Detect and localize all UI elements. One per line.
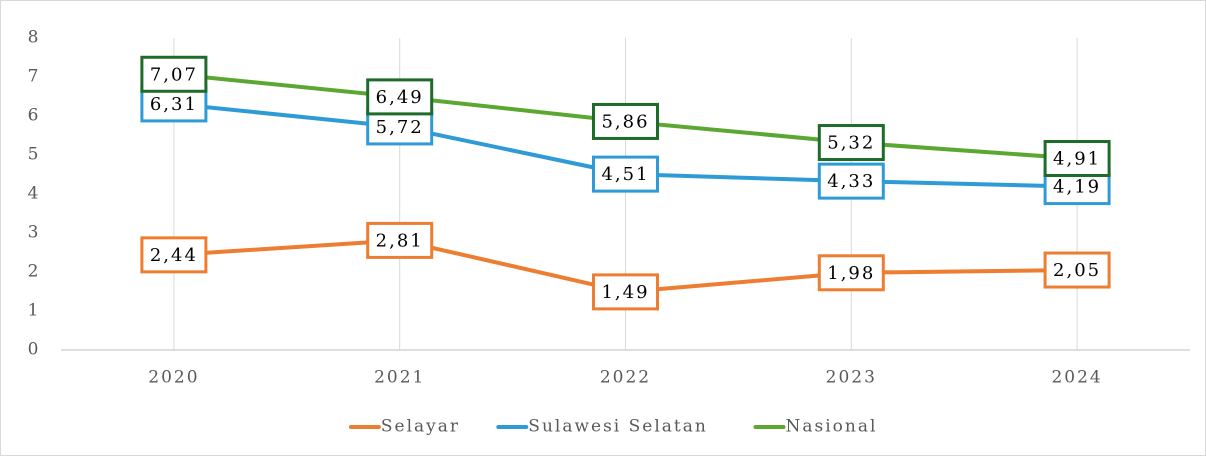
y-tick-label: 1: [28, 301, 41, 321]
data-label-text: 1,98: [827, 263, 875, 284]
y-tick-label: 3: [28, 223, 41, 243]
x-tick-label: 2022: [600, 368, 651, 388]
data-label-text: 4,91: [1053, 149, 1101, 170]
data-label: 4,51: [592, 155, 659, 193]
data-label-box: [140, 55, 208, 93]
y-tick-label: 5: [28, 145, 41, 165]
legend-label: Nasional: [786, 417, 878, 437]
data-label-box: [1043, 251, 1111, 289]
x-tick-label: 2020: [148, 368, 199, 388]
data-label-box: [817, 162, 885, 200]
data-label-text: 7,07: [150, 64, 198, 85]
data-label: 1,49: [592, 273, 659, 311]
data-label-text: 5,86: [601, 111, 649, 132]
data-label-box: [592, 102, 659, 140]
data-label: 2,44: [140, 236, 208, 274]
data-label-box: [366, 221, 434, 259]
data-label: 1,98: [817, 254, 885, 292]
data-label: 2,81: [366, 221, 434, 259]
y-tick-label: 6: [28, 106, 41, 126]
data-label: 5,86: [592, 102, 659, 140]
data-label-box: [366, 78, 434, 116]
data-label-box: [592, 155, 659, 193]
data-label-box: [140, 236, 208, 274]
data-label-text: 4,33: [827, 171, 875, 192]
data-label-text: 4,51: [601, 164, 649, 185]
legend-label: Selayar: [381, 417, 460, 437]
data-label-text: 2,44: [150, 245, 198, 266]
data-label-text: 6,49: [376, 87, 424, 108]
data-label-text: 5,72: [376, 117, 424, 138]
data-label: 5,32: [817, 124, 885, 162]
data-label-box: [1043, 140, 1111, 178]
data-label-box: [817, 254, 885, 292]
data-label: 2,05: [1043, 251, 1111, 289]
y-tick-label: 7: [28, 67, 41, 87]
data-label-text: 4,19: [1053, 177, 1101, 198]
data-label-text: 2,81: [376, 230, 424, 251]
data-label-text: 5,32: [827, 133, 875, 154]
data-label-text: 2,05: [1053, 260, 1101, 281]
x-tick-label: 2021: [374, 368, 425, 388]
data-label: 4,91: [1043, 140, 1111, 178]
data-label: 7,07: [140, 55, 208, 93]
legend-label: Sulawesi Selatan: [528, 417, 708, 437]
data-label: 6,49: [366, 78, 434, 116]
x-tick-label: 2023: [826, 368, 877, 388]
y-tick-label: 0: [28, 340, 41, 360]
y-tick-label: 8: [28, 28, 41, 48]
y-tick-label: 4: [28, 184, 41, 204]
data-label-box: [592, 273, 659, 311]
data-label-text: 1,49: [601, 282, 649, 303]
data-label: 4,33: [817, 162, 885, 200]
x-tick-label: 2024: [1051, 368, 1102, 388]
y-tick-label: 2: [28, 262, 41, 282]
data-label-text: 6,31: [150, 94, 198, 115]
data-label-box: [817, 124, 885, 162]
